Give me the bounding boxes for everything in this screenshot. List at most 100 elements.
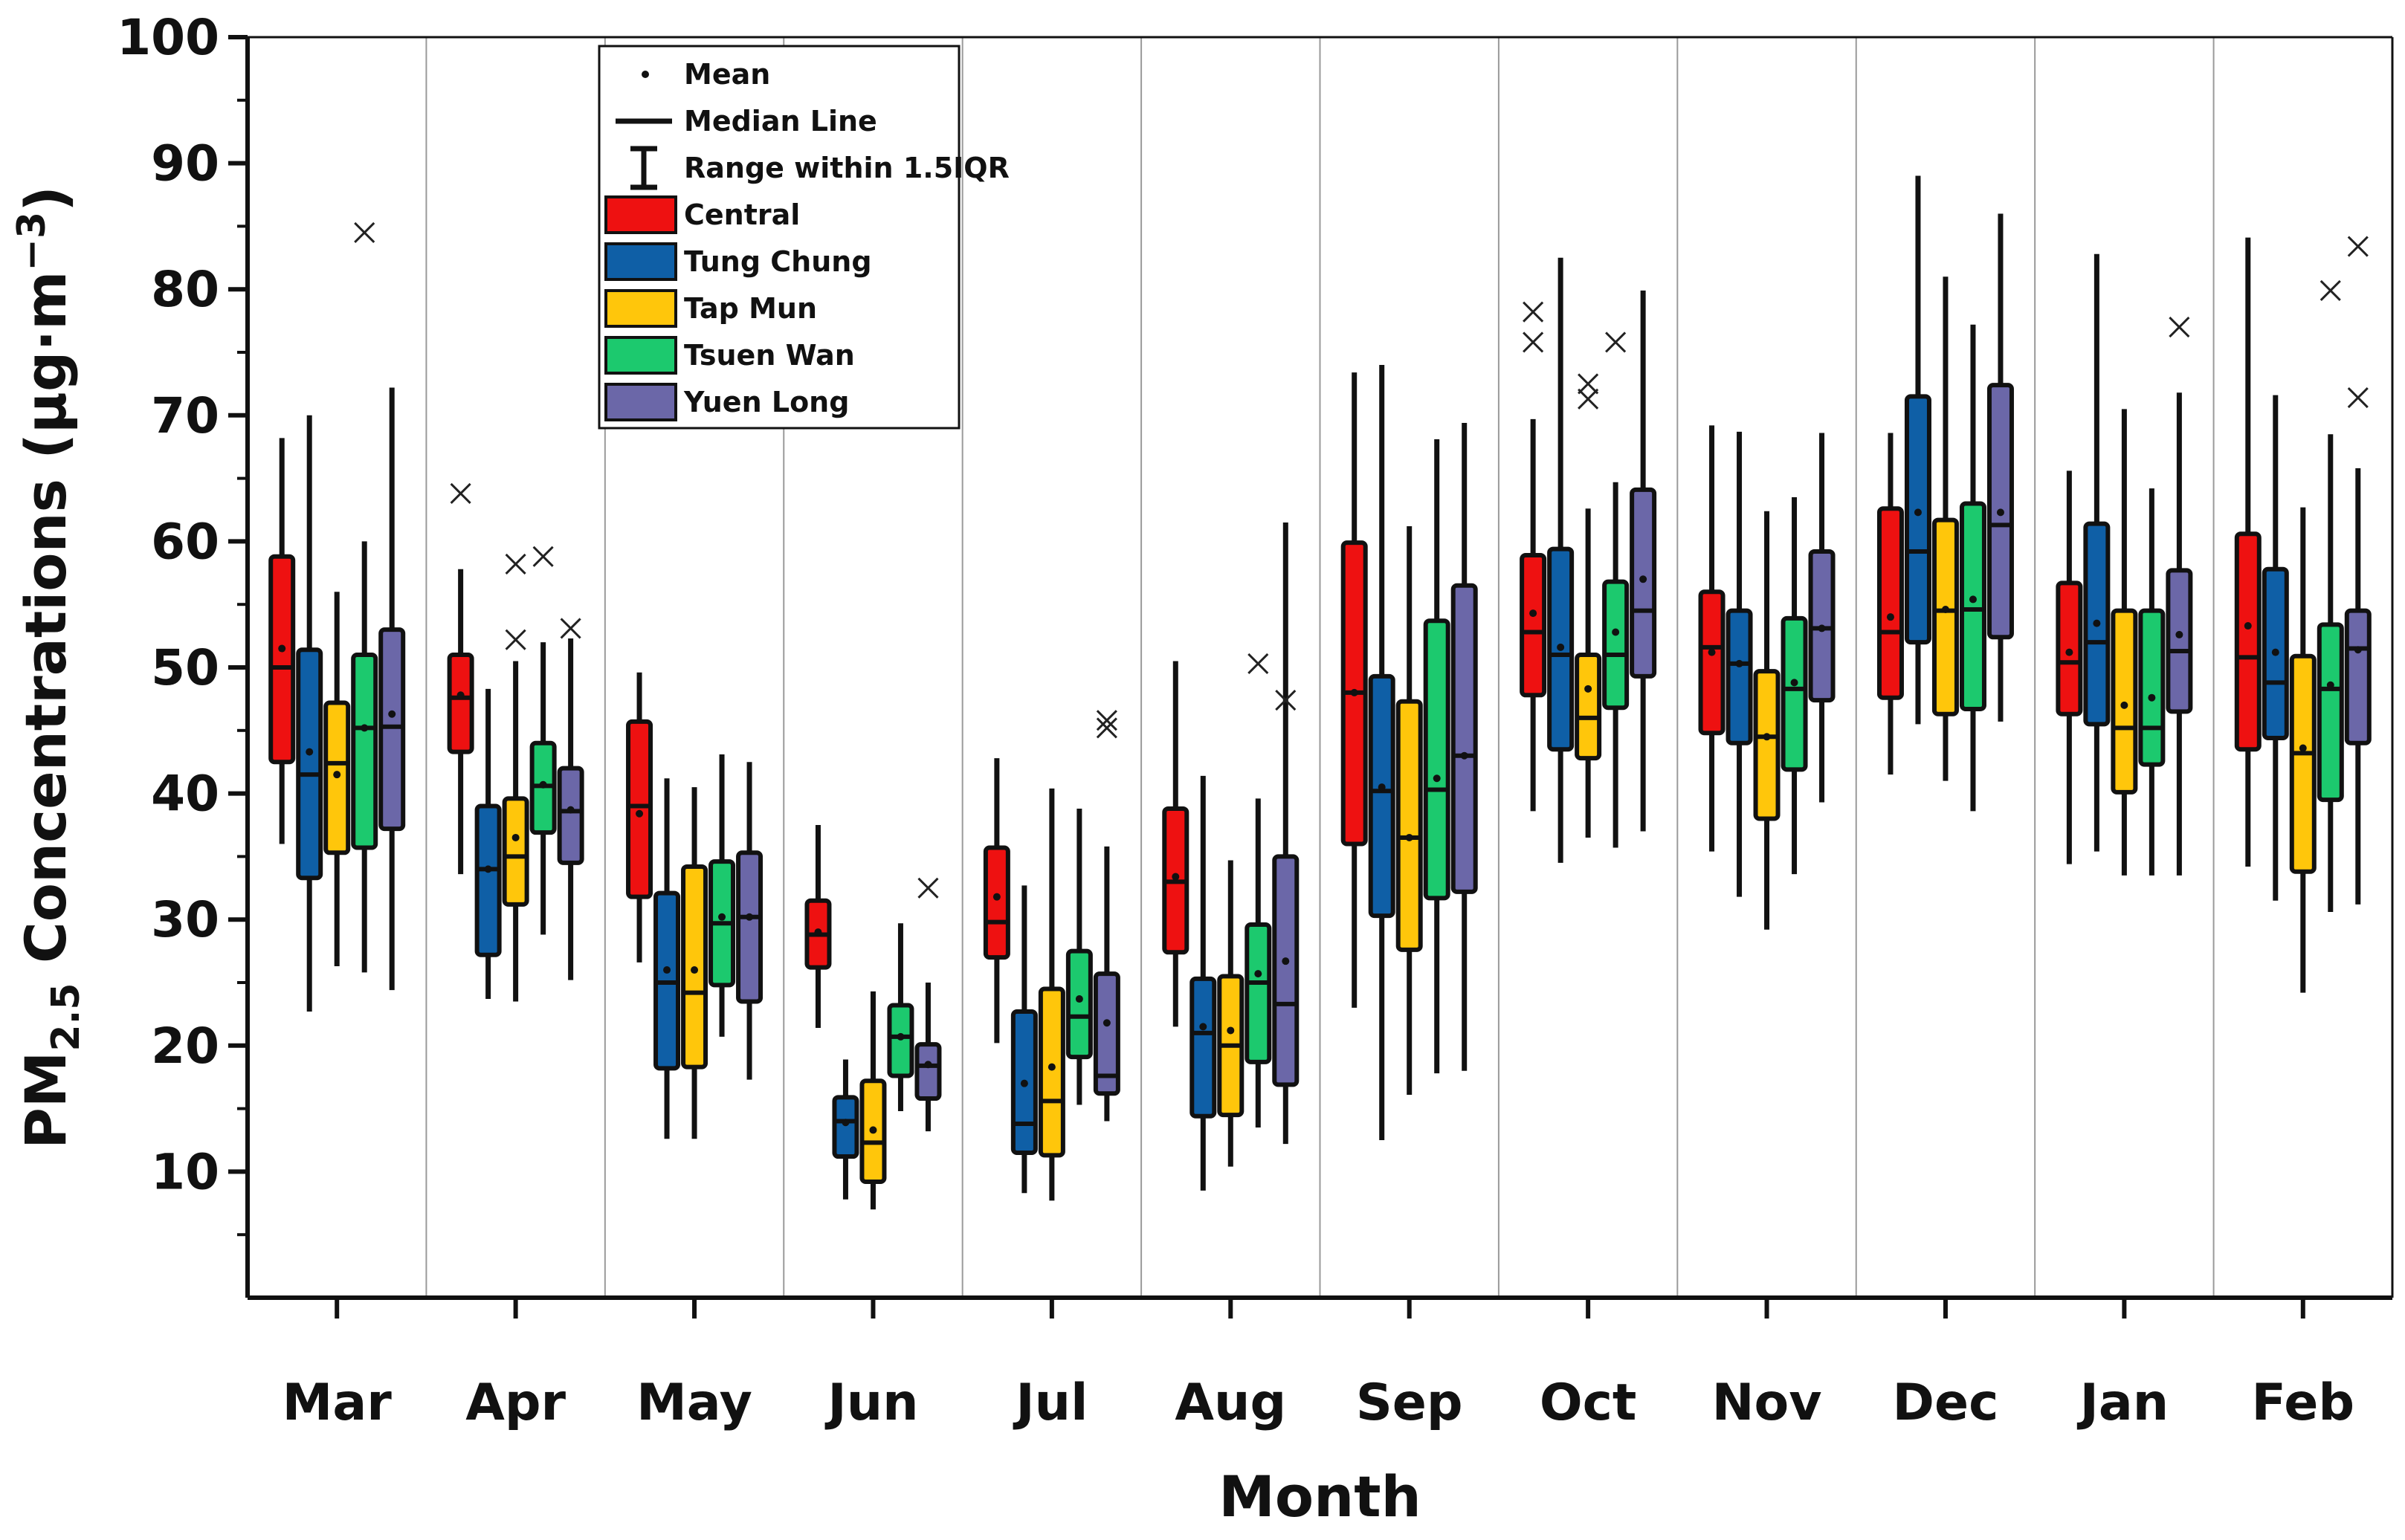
- mean-marker: [1708, 648, 1716, 656]
- x-tick-label-may: May: [636, 1374, 752, 1432]
- legend-mean-symbol: [642, 71, 649, 78]
- iqr-box: [1450, 583, 1478, 894]
- box-tung-chung-oct: [1547, 257, 1575, 863]
- mean-marker: [1612, 628, 1620, 636]
- iqr-box: [1698, 589, 1726, 736]
- outlier-marker: [532, 546, 554, 567]
- x-tick-label-aug: Aug: [1175, 1374, 1286, 1432]
- box-tsuen-wan-jun: [887, 923, 914, 1111]
- box-yuen-long-oct: [1630, 290, 1657, 832]
- mean-marker: [1020, 1079, 1028, 1087]
- y-tick-label: 40: [151, 766, 219, 823]
- mean-marker: [1350, 688, 1358, 696]
- mean-marker: [814, 928, 822, 936]
- box-yuen-long-apr: [557, 638, 584, 980]
- box-tap-mun-jun: [859, 991, 887, 1210]
- box-central-jun: [804, 825, 832, 1029]
- box-tsuen-wan-oct: [1602, 482, 1630, 848]
- iqr-box: [351, 653, 378, 850]
- iqr-box: [1038, 986, 1065, 1158]
- outlier-marker: [505, 629, 526, 650]
- axes: 10 20 30 40 50 60 70 80 90 100 Mar Apr May Jun Jul Aug S…: [117, 9, 2394, 1432]
- outlier-stroke: [1523, 331, 1544, 353]
- mean-marker: [1103, 1019, 1111, 1027]
- iqr-box: [557, 766, 584, 865]
- box-tap-mun-jan: [2111, 409, 2138, 876]
- outlier-marker: [1523, 331, 1544, 353]
- iqr-box: [832, 1095, 859, 1159]
- mean-marker: [2120, 701, 2128, 709]
- mean-marker: [2093, 619, 2101, 627]
- box-yuen-long-sep: [1450, 422, 1478, 1071]
- iqr-box: [1726, 608, 1753, 745]
- iqr-box: [1904, 394, 1931, 645]
- outlier-stroke: [560, 618, 581, 639]
- outlier-markers: [354, 221, 2369, 899]
- y-axis-title: PM2.5 Concentrations (µg·m−3): [10, 186, 88, 1149]
- mean-marker: [1818, 624, 1826, 632]
- legend-label-central: Central: [684, 198, 800, 231]
- box-central-mar: [268, 438, 296, 844]
- y-axis-title-superscript: −3: [10, 212, 54, 271]
- mean-marker: [1254, 970, 1262, 978]
- box-tung-chung-aug: [1189, 775, 1217, 1191]
- iqr-box: [1065, 948, 1093, 1060]
- outlier-stroke: [2347, 386, 2369, 409]
- legend-label-yuen-long: Yuen Long: [683, 386, 849, 418]
- x-tick-label-oct: Oct: [1540, 1374, 1637, 1432]
- box-central-oct: [1520, 418, 1547, 812]
- mean-marker: [1886, 613, 1894, 621]
- box-central-aug: [1162, 661, 1189, 1027]
- mean-marker: [278, 644, 286, 653]
- legend-swatch-tsuen-wan: [604, 336, 677, 375]
- box-tap-mun-oct: [1575, 508, 1602, 838]
- y-tick-label: 20: [151, 1017, 219, 1075]
- box-tung-chung-nov: [1726, 431, 1753, 897]
- box-tsuen-wan-feb: [2317, 434, 2344, 913]
- box-tap-mun-jul: [1038, 788, 1065, 1201]
- box-central-sep: [1340, 372, 1368, 1008]
- iqr-box: [1245, 922, 1272, 1064]
- x-tick-label-apr: Apr: [465, 1374, 566, 1432]
- outlier-stroke: [505, 553, 526, 575]
- iqr-box: [296, 647, 323, 881]
- mean-marker: [511, 833, 520, 841]
- iqr-box: [1931, 517, 1959, 716]
- outlier-stroke: [1578, 388, 1599, 410]
- x-tick-label-jul: Jul: [1013, 1374, 1088, 1432]
- outlier-marker: [1578, 373, 1599, 395]
- box-yuen-long-aug: [1272, 522, 1300, 1145]
- iqr-box: [1093, 971, 1120, 1096]
- iqr-box: [2289, 653, 2317, 874]
- box-tung-chung-feb: [2262, 395, 2289, 901]
- box-yuen-long-jul: [1093, 846, 1120, 1122]
- box-tap-mun-nov: [1753, 511, 1781, 930]
- mean-marker: [1584, 685, 1592, 693]
- outlier-stroke: [450, 482, 471, 505]
- box-plots: [268, 175, 2372, 1210]
- iqr-box: [1423, 618, 1450, 901]
- box-tsuen-wan-aug: [1245, 798, 1272, 1128]
- mean-marker: [2326, 681, 2334, 689]
- outlier-stroke: [1096, 717, 1117, 739]
- mean-marker: [1172, 873, 1180, 881]
- mean-marker: [897, 1032, 905, 1041]
- iqr-box: [474, 803, 502, 957]
- mean-marker: [2148, 693, 2156, 702]
- mean-marker: [2271, 648, 2279, 656]
- box-central-jul: [983, 758, 1010, 1044]
- iqr-box: [2111, 608, 2138, 795]
- outlier-marker: [917, 877, 939, 899]
- outlier-marker: [2347, 236, 2369, 257]
- mean-marker: [456, 691, 465, 699]
- iqr-box: [887, 1003, 914, 1078]
- iqr-box: [1876, 506, 1904, 700]
- outlier-marker: [2320, 279, 2341, 301]
- box-tap-mun-apr: [502, 661, 529, 1002]
- mean-marker: [1405, 833, 1413, 841]
- mean-marker: [2065, 648, 2073, 656]
- iqr-box: [2317, 622, 2344, 803]
- mean-marker: [746, 913, 754, 921]
- iqr-box: [1189, 976, 1217, 1119]
- iqr-box: [2234, 531, 2262, 752]
